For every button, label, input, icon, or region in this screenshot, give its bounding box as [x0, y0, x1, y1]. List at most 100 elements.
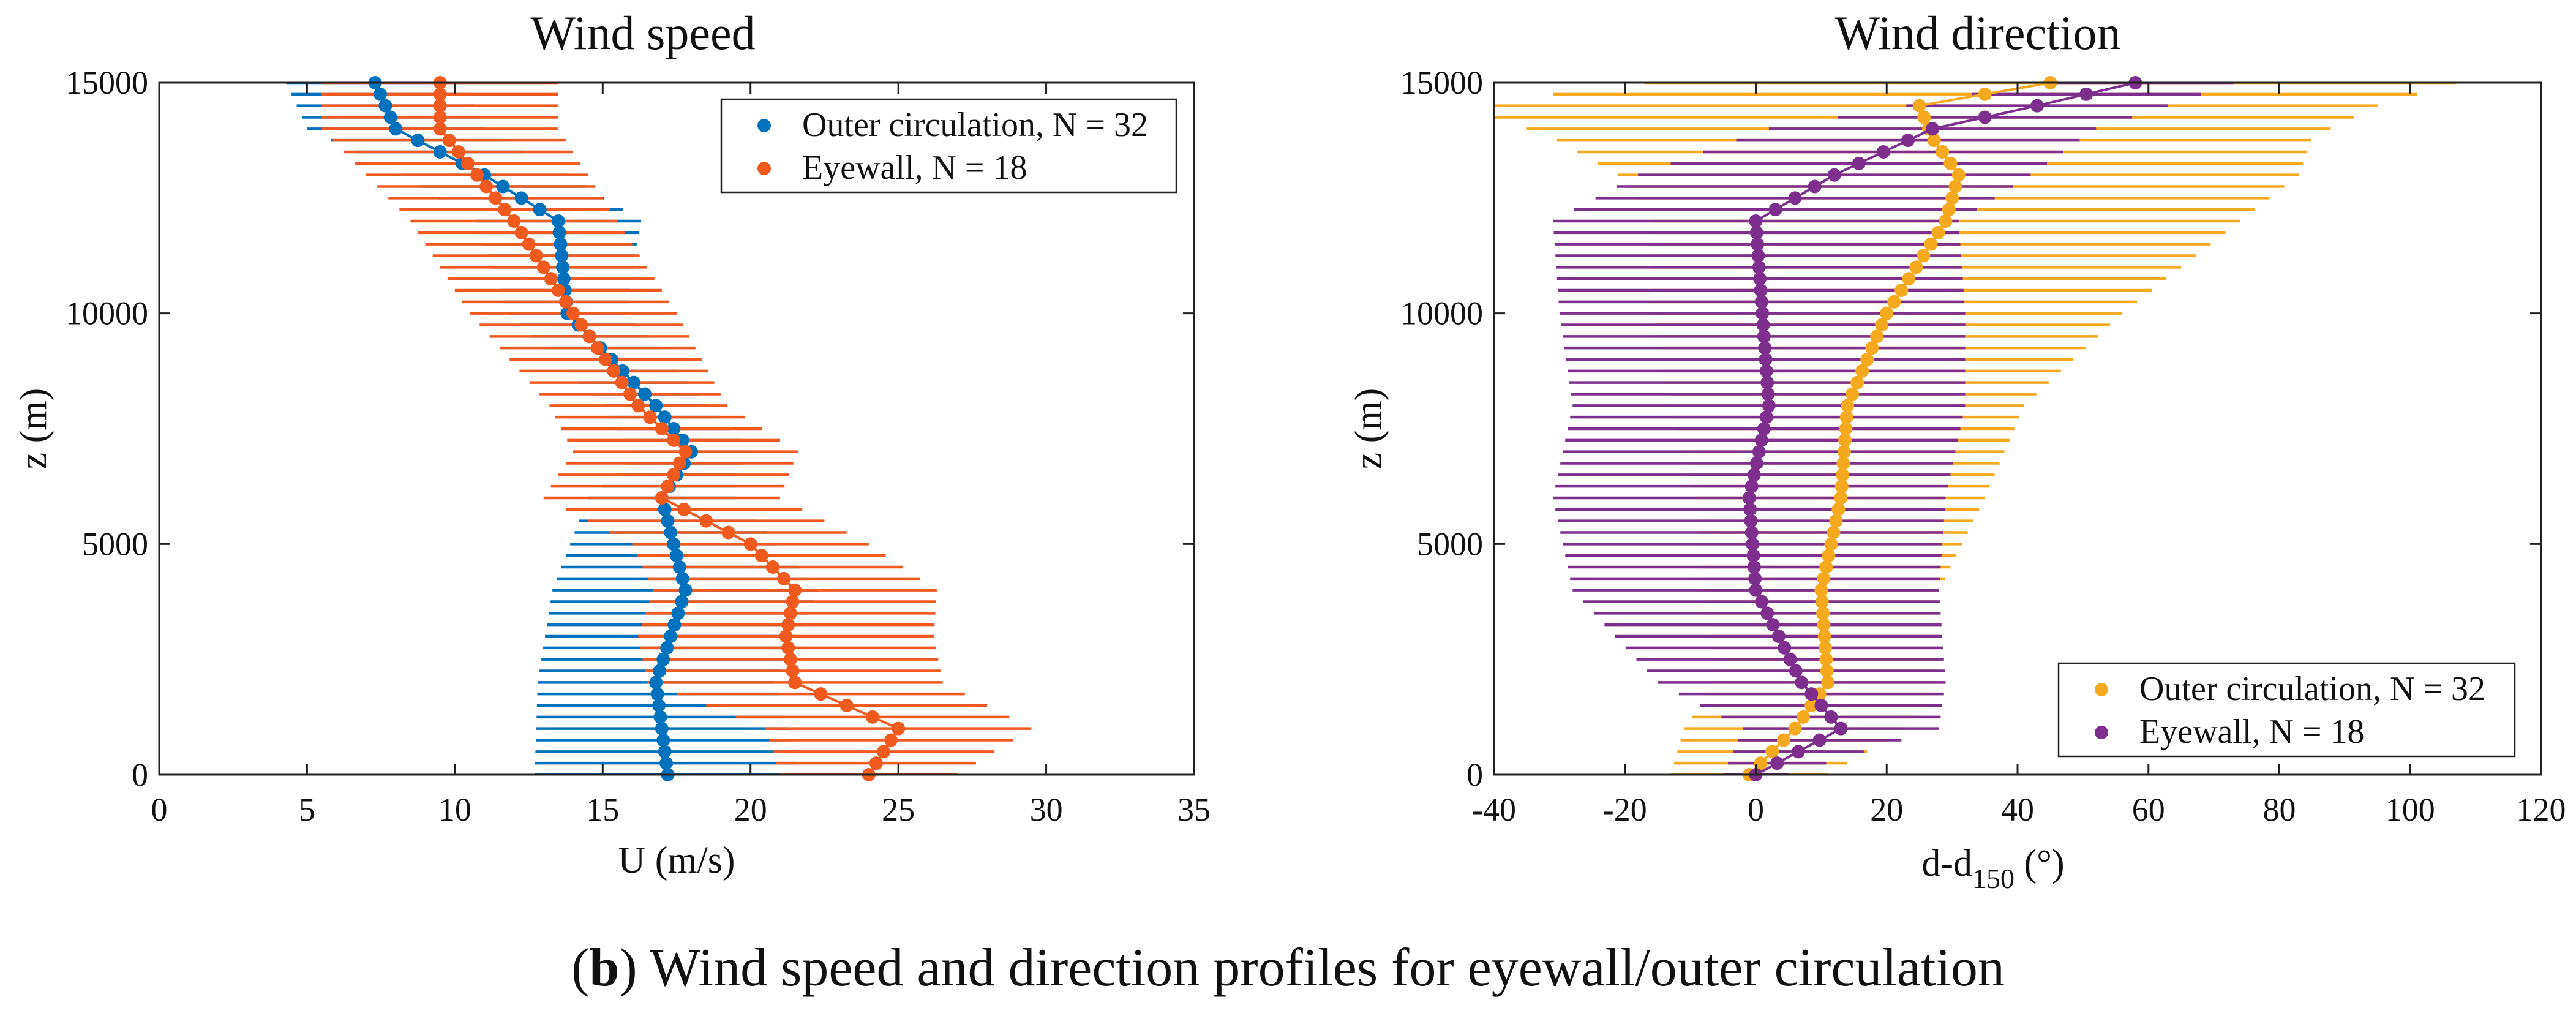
wind-speed-data-point: [411, 134, 425, 148]
wind-speed-data-point: [574, 318, 588, 332]
wind-direction-data-point: [1837, 445, 1851, 459]
wind-direction-xtick-label: -40: [1472, 791, 1516, 828]
wind-speed-data-point: [671, 606, 685, 620]
wind-speed-data-point: [754, 549, 768, 563]
wind-speed-data-point: [451, 145, 465, 159]
wind-direction-data-point: [1744, 514, 1758, 528]
wind-speed-data-point: [643, 410, 657, 424]
wind-direction-xlabel: d-d150 (°): [1921, 843, 2064, 894]
wind-speed-data-point: [638, 387, 652, 401]
wind-direction-data-point: [1821, 675, 1835, 690]
wind-direction-data-point: [1948, 179, 1962, 194]
wind-direction-mean-eyewall: [1742, 76, 2142, 781]
wind-speed-data-point: [781, 618, 795, 632]
wind-direction-legend-label-eyewall: Eyewall, N = 18: [2139, 713, 2365, 751]
wind-direction-data-point: [1945, 191, 1959, 205]
wind-speed-data-point: [865, 710, 879, 724]
wind-direction-data-point: [1870, 329, 1884, 344]
wind-direction-title: Wind direction: [1835, 6, 2121, 59]
wind-speed-data-point: [699, 514, 713, 528]
wind-direction-ticks: -40 -20 0 20 40 60 80 100 120 0 5000 10000 15000: [1400, 64, 2566, 828]
wind-speed-data-point: [566, 306, 580, 320]
wind-direction-data-point: [1822, 549, 1836, 563]
wind-speed-data-point: [433, 145, 447, 159]
wind-speed-data-point: [582, 329, 596, 344]
wind-speed-data-point: [783, 606, 797, 620]
wind-speed-data-point: [814, 687, 828, 701]
wind-speed-data-point: [556, 260, 570, 274]
wind-speed-data-point: [672, 560, 686, 574]
wind-speed-data-point: [557, 272, 571, 286]
wind-direction-data-point: [1839, 410, 1853, 424]
wind-direction-data-point: [1804, 699, 1819, 712]
wind-direction-data-point: [1924, 237, 1938, 251]
wind-speed-data-point: [373, 87, 387, 101]
wind-speed-data-point: [667, 422, 681, 435]
wind-speed-data-point: [496, 179, 510, 194]
wind-direction-data-point: [1819, 652, 1833, 666]
wind-direction-data-point: [1865, 341, 1879, 355]
wind-direction-xtick-label: -20: [1603, 791, 1647, 828]
wind-speed-data-point: [675, 595, 689, 609]
wind-direction-data-point: [1917, 249, 1931, 263]
wind-direction-data-point: [1746, 549, 1760, 563]
wind-direction-data-point: [1744, 480, 1759, 494]
wind-direction-legend-label-outer: Outer circulation, N = 32: [2139, 670, 2485, 708]
wind-direction-data-point: [1751, 237, 1765, 251]
wind-speed-data-point: [533, 203, 547, 217]
wind-direction-data-point: [1757, 329, 1771, 344]
wind-speed-data-point: [650, 687, 664, 701]
wind-direction-data-point: [1834, 721, 1848, 736]
wind-speed-data-point: [658, 410, 672, 424]
wind-speed-data-point: [869, 756, 883, 770]
wind-speed-ytick-label: 0: [132, 756, 148, 793]
wind-speed-data-point: [765, 560, 779, 574]
wind-direction-data-point: [1788, 191, 1802, 205]
wind-direction-data-point: [1978, 87, 1992, 101]
wind-speed-xtick-label: 35: [1177, 791, 1211, 828]
wind-direction-data-point: [1778, 641, 1792, 655]
wind-direction-data-point: [1927, 134, 1941, 148]
wind-direction-ytick-label: 10000: [1400, 295, 1483, 332]
wind-speed-data-point: [378, 99, 392, 113]
wind-direction-data-point: [1808, 179, 1822, 194]
wind-speed-legend-marker-outer: [757, 119, 771, 132]
wind-direction-xtick-label: 0: [1748, 791, 1764, 828]
wind-speed-data-point: [786, 595, 800, 609]
wind-speed-data-point: [626, 375, 640, 389]
wind-direction-data-point: [1752, 445, 1766, 459]
wind-speed-xtick-label: 25: [882, 791, 915, 828]
wind-direction-xtick-label: 80: [2263, 791, 2296, 828]
wind-direction-ytick-label: 15000: [1400, 64, 1483, 101]
wind-speed-data-point: [544, 272, 558, 286]
wind-direction-xtick-label: 60: [2132, 791, 2165, 828]
figure-caption: (b) Wind speed and direction profiles fo…: [571, 938, 2005, 998]
wind-direction-legend-box: [2057, 662, 2516, 758]
wind-speed-data-point: [884, 733, 898, 747]
wind-speed-data-point: [649, 675, 663, 690]
wind-direction-data-point: [2079, 87, 2093, 101]
wind-direction-data-point: [1744, 525, 1759, 540]
wind-direction-data-point: [1796, 710, 1810, 724]
wind-direction-data-point: [1820, 664, 1834, 678]
wind-speed-title: Wind speed: [530, 6, 755, 59]
wind-speed-xtick-label: 10: [438, 791, 471, 828]
wind-direction-data-point: [1760, 375, 1774, 389]
wind-speed-axes-box: [158, 81, 1195, 776]
wind-speed-ytick-label: 10000: [66, 295, 148, 332]
wind-direction-data-point: [1901, 134, 1915, 148]
wind-speed-data-point: [383, 110, 397, 124]
wind-direction-plot-area: [1494, 76, 2457, 781]
wind-direction-data-point: [1776, 733, 1790, 747]
wind-direction-data-point: [1834, 480, 1849, 494]
wind-direction-data-point: [1759, 353, 1773, 366]
wind-speed-data-point: [652, 699, 666, 712]
wind-direction-data-point: [1846, 387, 1860, 401]
wind-direction-data-point: [1747, 468, 1761, 482]
wind-direction-data-point: [1804, 687, 1819, 701]
wind-speed-data-point: [507, 214, 521, 228]
wind-speed-legend-label-eyewall: Eyewall, N = 18: [802, 149, 1027, 187]
wind-direction-data-point: [1749, 214, 1763, 228]
wind-direction-data-point: [1880, 306, 1894, 320]
